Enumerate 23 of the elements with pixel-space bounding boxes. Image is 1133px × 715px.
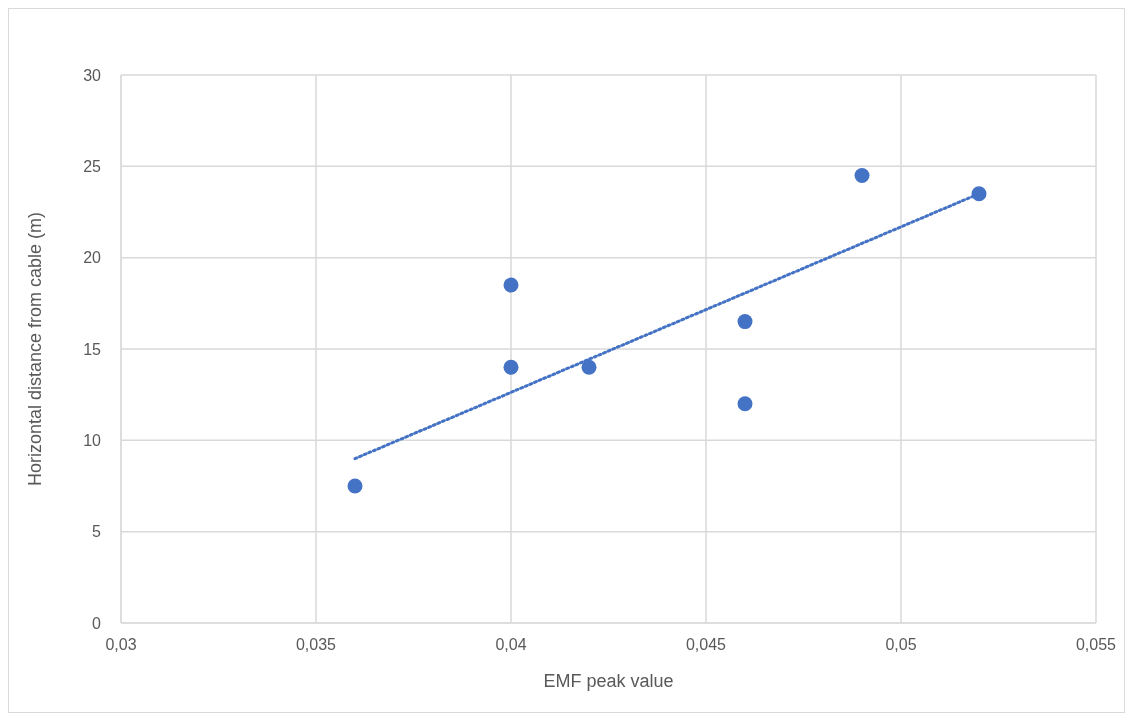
y-tick-label: 25 bbox=[83, 158, 102, 176]
point bbox=[737, 314, 753, 330]
y-axis-title: Horizontal distance from cable (m) bbox=[25, 211, 46, 487]
point bbox=[971, 186, 987, 202]
point bbox=[581, 359, 597, 375]
x-tick-label: 0,05 bbox=[885, 636, 917, 654]
y-tick-label: 20 bbox=[83, 249, 102, 267]
point bbox=[737, 396, 753, 412]
x-tick-label: 0,035 bbox=[295, 636, 337, 654]
x-tick-label: 0,03 bbox=[105, 636, 137, 654]
point bbox=[854, 167, 870, 183]
y-tick-label: 15 bbox=[83, 340, 102, 358]
y-tick-label: 0 bbox=[92, 614, 102, 632]
x-tick-label: 0,04 bbox=[495, 636, 527, 654]
y-tick-label: 5 bbox=[92, 523, 102, 541]
point bbox=[503, 277, 519, 293]
y-tick-label: 30 bbox=[83, 66, 102, 84]
point bbox=[503, 359, 519, 375]
point bbox=[347, 478, 363, 494]
x-axis-title: EMF peak value bbox=[543, 671, 674, 691]
x-tick-label: 0,055 bbox=[1075, 636, 1117, 654]
x-tick-label: 0,045 bbox=[685, 636, 727, 654]
y-tick-label: 10 bbox=[83, 432, 102, 450]
